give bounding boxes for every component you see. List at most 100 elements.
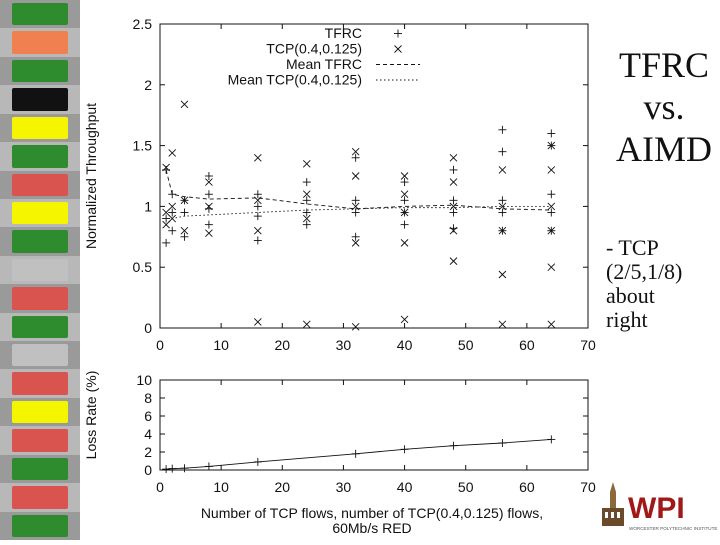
y-tick-label: 1 [144,198,152,214]
x-axis-label: Number of TCP flows, number of TCP(0.4,0… [201,505,543,521]
chart-area: 0 0.5 1 1.5 2 2.5 0 10 20 30 40 50 60 70 Normalized Th… [80,8,602,540]
data-point [168,208,177,217]
data-point [254,226,262,235]
data-point [351,449,360,458]
y-tick-label: 2 [144,444,152,460]
stripe-bar [12,3,68,26]
data-point [547,141,556,150]
data-point [449,441,458,450]
data-point [547,190,556,199]
plot-frame-bottom [159,379,589,471]
data-point [400,196,409,205]
slide-title-line: vs. [643,87,685,127]
legend-label: TFRC [325,25,362,41]
data-point [302,208,311,217]
x-tick-label: 0 [156,479,164,495]
slide-note-line: about [606,283,655,308]
data-point [351,239,360,247]
data-point [180,464,189,473]
data-point [351,147,360,156]
decorative-stripe [0,0,80,540]
data-point [302,160,311,168]
data-point [547,226,556,235]
data-point [205,202,213,211]
data-point [547,263,556,272]
y-tick-label: 2 [144,77,152,93]
data-point [205,178,213,186]
legend-label: Mean TCP(0.4,0.125) [228,72,362,88]
data-point [547,166,556,174]
data-point [204,462,213,471]
y-tick-label: 0 [144,320,152,336]
data-point [162,465,171,474]
data-point [180,208,189,217]
data-point [351,196,360,205]
legend-label: Mean TFRC [286,56,362,72]
data-point [168,226,177,235]
x-tick-label: 10 [213,479,229,495]
x-tick-label: 30 [336,337,352,353]
y-tick-label: 2.5 [133,16,153,32]
data-point [547,129,556,138]
data-point [168,464,177,473]
data-point [449,178,458,186]
data-point [162,214,171,223]
data-point [498,196,507,205]
data-point [253,202,262,211]
building-tower-icon: WPI WORCESTER POLYTECHNIC INSTITUTE [602,482,717,531]
y-tick-label: 6 [144,408,152,424]
data-point [168,214,177,223]
data-point [180,196,189,205]
data-point [162,238,171,247]
slide-note-line: (2/5,1/8) [606,259,683,284]
data-point [204,190,213,199]
y-tick-label: 1.5 [133,138,153,154]
x-axis-label: 60Mb/s RED [332,520,411,536]
data-point [498,166,507,174]
data-point [302,214,311,223]
data-point [449,257,458,265]
data-point [253,190,262,199]
stripe-bar [12,514,68,537]
data-point [547,208,556,217]
data-point [449,202,458,211]
data-point [351,202,360,211]
data-point [547,320,556,329]
stripe-bar [12,145,68,168]
data-point [351,172,360,180]
stripe-bar [12,429,68,452]
data-point [204,172,213,180]
data-point [400,208,409,217]
legend-marker [394,45,402,53]
data-point [168,202,177,211]
x-tick-label: 50 [458,337,474,353]
data-point [400,445,409,454]
slide-note: - TCP (2/5,1/8) about right [606,236,716,332]
x-tick-label: 20 [274,479,290,495]
slide-note-line: right [606,307,648,332]
data-point [498,202,507,211]
data-point [498,270,507,279]
data-point [180,100,189,109]
stripe-bar [12,201,68,225]
data-point [449,226,458,235]
y-tick-label: 8 [144,390,152,406]
y-tick-label: 10 [136,372,152,388]
data-point [168,190,177,199]
stripe-bar [12,230,68,253]
stripe-bar [12,400,68,424]
logo-text: WPI [628,492,685,525]
series-line [166,438,552,470]
data-point [302,196,311,205]
stripe-bar [12,315,68,339]
data-point [498,320,507,329]
data-point [253,457,262,466]
data-point [400,190,409,199]
stripe-bar [12,116,68,140]
data-point [302,178,311,187]
data-point [162,208,170,217]
series-line [165,205,552,225]
data-point [498,208,507,217]
data-point [351,232,360,241]
